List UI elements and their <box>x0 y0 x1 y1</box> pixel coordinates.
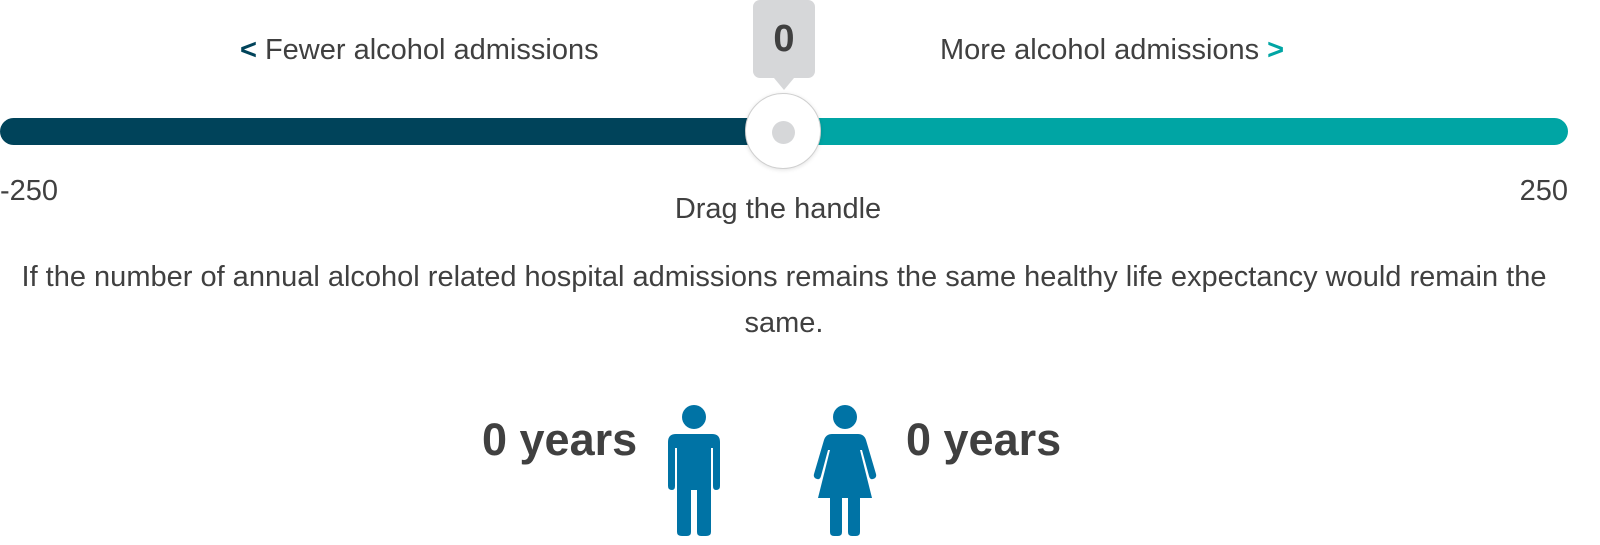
more-admissions-text: More alcohol admissions <box>940 34 1260 66</box>
result-message: If the number of annual alcohol related … <box>21 261 1547 339</box>
fewer-admissions-text: Fewer alcohol admissions <box>264 34 599 66</box>
chevron-right-icon: > <box>1267 34 1285 66</box>
slider-track-lower[interactable] <box>0 118 790 145</box>
drag-hint: Drag the handle <box>674 193 882 225</box>
tooltip-pointer <box>774 78 794 90</box>
slider-max-label: 250 <box>1519 175 1568 207</box>
handle-grip-dot <box>772 121 795 144</box>
slider-handle[interactable] <box>745 93 821 169</box>
female-person-icon <box>810 404 880 541</box>
more-admissions-label: More alcohol admissions > <box>940 32 1284 68</box>
slider-min-label: -250 <box>0 175 59 207</box>
female-years-value: 0 years <box>906 414 1062 465</box>
male-person-icon <box>666 404 722 541</box>
slider-value-tooltip: 0 <box>753 0 815 78</box>
fewer-admissions-label: < Fewer alcohol admissions <box>240 32 599 68</box>
chevron-left-icon: < <box>240 34 257 66</box>
male-years-value: 0 years <box>482 414 638 465</box>
slider-track-upper[interactable] <box>780 118 1568 145</box>
